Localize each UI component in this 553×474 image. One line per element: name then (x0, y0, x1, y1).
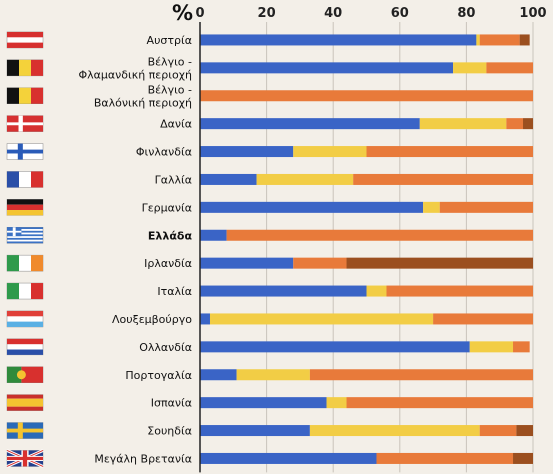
belgium-flag (6, 59, 44, 77)
bar-segment (200, 285, 367, 297)
category-label: Γαλλία (155, 173, 192, 186)
category-label: Αυστρία (147, 34, 192, 47)
category-label: Λουξεμβούργο (112, 313, 192, 326)
bar-segment (200, 146, 294, 158)
bar-segment (200, 118, 420, 130)
bar-segment (346, 397, 533, 409)
bar-segment (513, 341, 530, 353)
bar-segment (256, 173, 354, 185)
bar-segment (200, 34, 477, 46)
bar-segment (293, 146, 367, 158)
tick-label: 60 (391, 6, 409, 21)
bar-segment (326, 397, 347, 409)
netherlands-flag (6, 338, 44, 356)
bar-segment (513, 452, 533, 464)
tick-label: 100 (519, 6, 546, 21)
bar-segment (200, 369, 237, 381)
bar-segment (200, 257, 294, 269)
denmark-flag (6, 115, 44, 132)
bar-segment (523, 118, 533, 130)
bar-segment (516, 425, 533, 437)
bar-segment (200, 313, 210, 325)
tick-label: 40 (324, 6, 342, 21)
bar-segment (200, 425, 310, 437)
germany-flag (6, 199, 44, 216)
bar-segment (433, 313, 533, 325)
bar-segment (200, 341, 470, 353)
category-label: Σουηδία (147, 425, 192, 438)
bar-segment (453, 62, 487, 74)
ireland-flag (6, 254, 44, 272)
x-axis-ticks: 0 20 40 60 80 100 (195, 6, 546, 21)
category-label: Ιταλία (157, 285, 192, 298)
category-label: Βέλγιο - (148, 55, 192, 68)
bar-segment (309, 425, 480, 437)
bar-segment (476, 34, 480, 46)
bar-segment (293, 257, 347, 269)
bar-segment (439, 201, 533, 213)
bar-segment (200, 452, 377, 464)
bar-segment (200, 229, 227, 241)
portugal-flag (6, 366, 44, 383)
bar-segment (209, 313, 434, 325)
category-label: Πορτογαλία (125, 369, 192, 382)
bar-segment (469, 341, 514, 353)
bar-segment (386, 285, 533, 297)
category-label: Ολλανδία (139, 341, 192, 354)
bar-segment (353, 173, 533, 185)
category-label: Ισπανία (151, 397, 192, 410)
category-label: Ελλάδα (148, 229, 193, 242)
flags (6, 31, 44, 468)
finland-flag (6, 143, 44, 160)
bar-segment (200, 397, 327, 409)
category-label: Γερμανία (142, 201, 192, 214)
bar-segment (486, 62, 533, 74)
unit-label: % (172, 1, 193, 25)
uk-flag (6, 449, 44, 468)
tick-label: 20 (258, 6, 276, 21)
spain-flag (6, 394, 44, 411)
bar-segment (479, 425, 517, 437)
bar-segment (366, 146, 533, 158)
tick-label: 80 (457, 6, 475, 21)
bar-segment (506, 118, 524, 130)
category-label: Μεγάλη Βρετανία (94, 452, 192, 465)
bar-segment (366, 285, 387, 297)
austria-flag (6, 31, 44, 49)
bar-segment (200, 201, 424, 213)
italy-flag (6, 282, 44, 300)
category-label: Βαλόνική περιοχή (94, 96, 192, 109)
bar-segment (479, 34, 520, 46)
france-flag (6, 171, 44, 188)
belgium-flag (6, 87, 44, 104)
category-label: Ιρλανδία (144, 257, 192, 270)
category-label: Βέλγιο - (148, 83, 192, 96)
bar-segment (200, 90, 533, 102)
sweden-flag (6, 422, 44, 439)
bar-segment (519, 34, 530, 46)
greece-flag (6, 227, 44, 244)
bar-segment (419, 118, 507, 130)
bars (200, 34, 533, 464)
bar-segment (346, 257, 533, 269)
bar-segment (226, 229, 533, 241)
luxembourg-flag (6, 310, 44, 328)
tick-label: 0 (195, 6, 204, 21)
bar-segment (200, 173, 257, 185)
category-label: Φινλανδία (136, 146, 192, 159)
bar-segment (423, 201, 440, 213)
bar-segment (309, 369, 533, 381)
category-label: Φλαμανδική περιοχή (78, 68, 192, 81)
bar-segment (236, 369, 310, 381)
bar-segment (200, 62, 454, 74)
bar-segment (376, 452, 514, 464)
category-label: Δανία (160, 118, 192, 131)
